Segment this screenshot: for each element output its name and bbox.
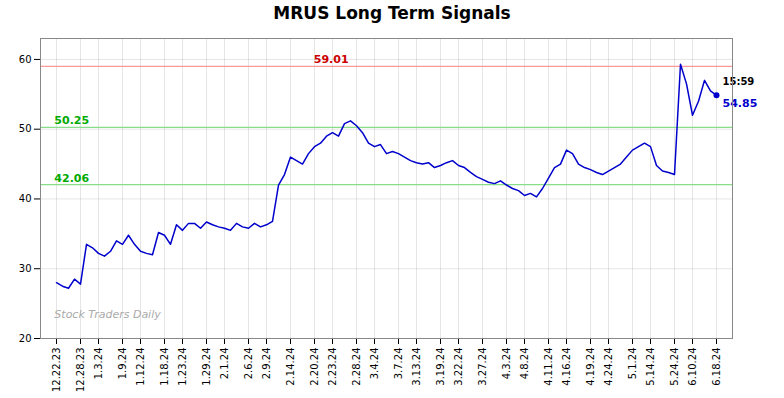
svg-text:2.9.24: 2.9.24 bbox=[261, 348, 272, 380]
svg-text:3.7.24: 3.7.24 bbox=[393, 348, 404, 380]
svg-text:30: 30 bbox=[19, 263, 32, 274]
svg-text:3.22.24: 3.22.24 bbox=[453, 348, 464, 386]
svg-text:2.23.24: 2.23.24 bbox=[327, 348, 338, 386]
svg-text:Stock Traders Daily: Stock Traders Daily bbox=[54, 308, 161, 321]
svg-text:50: 50 bbox=[19, 123, 32, 134]
svg-text:2.20.24: 2.20.24 bbox=[309, 348, 320, 386]
svg-text:1.3.24: 1.3.24 bbox=[93, 348, 104, 380]
svg-text:3.13.24: 3.13.24 bbox=[411, 348, 422, 386]
svg-text:60: 60 bbox=[19, 54, 32, 65]
svg-text:5.1.24: 5.1.24 bbox=[627, 348, 638, 380]
svg-text:42.06: 42.06 bbox=[54, 172, 89, 185]
svg-text:2.28.24: 2.28.24 bbox=[351, 348, 362, 386]
svg-text:4.3.24: 4.3.24 bbox=[501, 348, 512, 380]
svg-text:6.10.24: 6.10.24 bbox=[687, 348, 698, 386]
svg-text:4.19.24: 4.19.24 bbox=[585, 348, 596, 386]
svg-text:20: 20 bbox=[19, 333, 32, 344]
svg-text:4.16.24: 4.16.24 bbox=[561, 348, 572, 386]
svg-text:2.1.24: 2.1.24 bbox=[219, 348, 230, 380]
svg-text:5.24.24: 5.24.24 bbox=[669, 348, 680, 386]
svg-text:15:59: 15:59 bbox=[723, 76, 755, 87]
svg-text:5.14.24: 5.14.24 bbox=[645, 348, 656, 386]
svg-text:40: 40 bbox=[19, 193, 32, 204]
svg-text:1.18.24: 1.18.24 bbox=[159, 348, 170, 386]
svg-text:2.6.24: 2.6.24 bbox=[243, 348, 254, 380]
svg-text:4.11.24: 4.11.24 bbox=[543, 348, 554, 386]
svg-text:4.24.24: 4.24.24 bbox=[603, 348, 614, 386]
svg-text:4.8.24: 4.8.24 bbox=[519, 348, 530, 380]
svg-text:1.29.24: 1.29.24 bbox=[201, 348, 212, 386]
svg-text:50.25: 50.25 bbox=[54, 114, 89, 127]
html-text:MRUS Long Term Signals: MRUS Long Term Signals bbox=[273, 3, 511, 23]
svg-text:1.9.24: 1.9.24 bbox=[117, 348, 128, 380]
svg-text:1.12.24: 1.12.24 bbox=[135, 348, 146, 386]
svg-text:12.22.23: 12.22.23 bbox=[51, 348, 62, 393]
svg-text:54.85: 54.85 bbox=[723, 97, 758, 110]
svg-text:3.27.24: 3.27.24 bbox=[477, 348, 488, 386]
svg-text:3.19.24: 3.19.24 bbox=[435, 348, 446, 386]
svg-text:1.23.24: 1.23.24 bbox=[177, 348, 188, 386]
svg-text:6.18.24: 6.18.24 bbox=[711, 348, 722, 386]
svg-text:12.28.23: 12.28.23 bbox=[75, 348, 86, 393]
svg-text:2.14.24: 2.14.24 bbox=[285, 348, 296, 386]
svg-text:3.4.24: 3.4.24 bbox=[369, 348, 380, 380]
svg-text:59.01: 59.01 bbox=[314, 53, 349, 66]
